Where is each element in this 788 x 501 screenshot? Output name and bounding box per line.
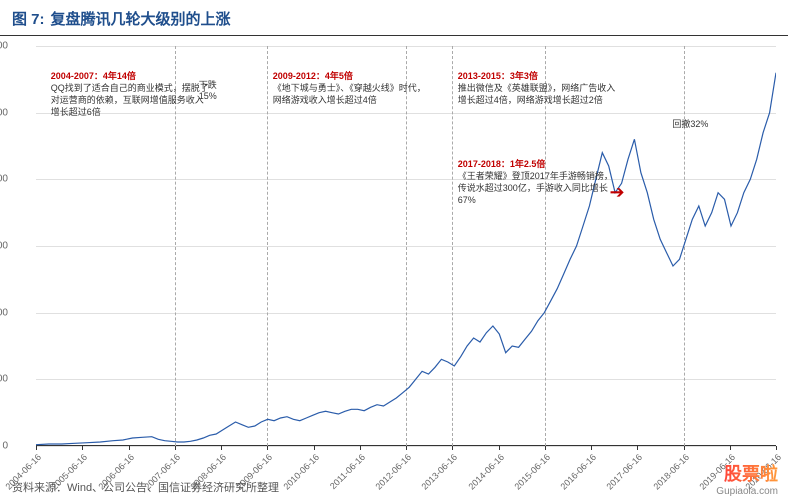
arrow-icon: ➔ [610, 182, 625, 203]
x-tick-label: 2017-06-16 [605, 452, 645, 492]
annotation-period: 2013-2015：3年3倍 [458, 70, 618, 82]
x-tick-label: 2016-06-16 [558, 452, 598, 492]
watermark-cn: 股票啦 [716, 460, 778, 486]
figure-number: 图 7: [12, 8, 45, 29]
annotation-period: 2017-2018：1年2.5倍 [458, 158, 618, 170]
watermark: 股票啦 Gupiaola.com [716, 460, 778, 497]
x-tick-label: 2014-06-16 [466, 452, 506, 492]
plot: 2004-2007：4年14倍QQ找到了适合自己的商业模式，摆脱了对运营商的依赖… [36, 46, 776, 446]
annotation-body: QQ找到了适合自己的商业模式，摆脱了对运营商的依赖，互联网增值服务收入增长超过6… [51, 82, 211, 118]
annotation: 2017-2018：1年2.5倍《王者荣耀》登顶2017年手游畅销榜，传说水超过… [458, 158, 618, 207]
y-tick-label: 200 [0, 307, 8, 318]
x-tick-label: 2010-06-16 [281, 452, 321, 492]
y-tick-label: 400 [0, 174, 8, 185]
annotation: 2004-2007：4年14倍QQ找到了适合自己的商业模式，摆脱了对运营商的依赖… [51, 70, 211, 119]
annotation-body: 推出微信及《英雄联盟》，网络广告收入增长超过4倍，网络游戏增长超过2倍 [458, 82, 618, 106]
x-tick-label: 2013-06-16 [420, 452, 460, 492]
title-bar: 图 7: 复盘腾讯几轮大级别的上涨 [0, 0, 788, 36]
y-tick-label: 300 [0, 241, 8, 252]
x-tick-label: 2012-06-16 [373, 452, 413, 492]
callback-label: 回撤32% [672, 118, 708, 130]
source-text: 资料来源：Wind、公司公告、国信证券经济研究所整理 [12, 479, 279, 495]
figure-container: 图 7: 复盘腾讯几轮大级别的上涨 0100200300400500600 20… [0, 0, 788, 501]
annotation-period: 2009-2012：4年5倍 [273, 70, 433, 82]
x-tick-label: 2015-06-16 [512, 452, 552, 492]
y-tick-label: 500 [0, 107, 8, 118]
annotation: 2009-2012：4年5倍《地下城与勇士》、《穿越火线》时代，网络游戏收入增长… [273, 70, 433, 106]
annotation: 2013-2015：3年3倍推出微信及《英雄联盟》，网络广告收入增长超过4倍，网… [458, 70, 618, 106]
y-tick-label: 100 [0, 374, 8, 385]
drop-label: 下跌 15% [199, 78, 217, 101]
figure-title: 复盘腾讯几轮大级别的上涨 [51, 8, 231, 29]
annotation-body: 《王者荣耀》登顶2017年手游畅销榜，传说水超过300亿，手游收入同比增长67% [458, 170, 618, 206]
y-tick-label: 0 [2, 441, 8, 452]
annotation-period: 2004-2007：4年14倍 [51, 70, 211, 82]
chart-area: 0100200300400500600 2004-2007：4年14倍QQ找到了… [36, 46, 776, 446]
annotation-body: 《地下城与勇士》、《穿越火线》时代，网络游戏收入增长超过4倍 [273, 82, 433, 106]
y-tick-label: 600 [0, 41, 8, 52]
x-tick-label: 2011-06-16 [328, 452, 367, 491]
watermark-en: Gupiaola.com [716, 486, 778, 497]
x-tick-mark [776, 446, 777, 450]
x-tick-label: 2018-06-16 [651, 452, 691, 492]
